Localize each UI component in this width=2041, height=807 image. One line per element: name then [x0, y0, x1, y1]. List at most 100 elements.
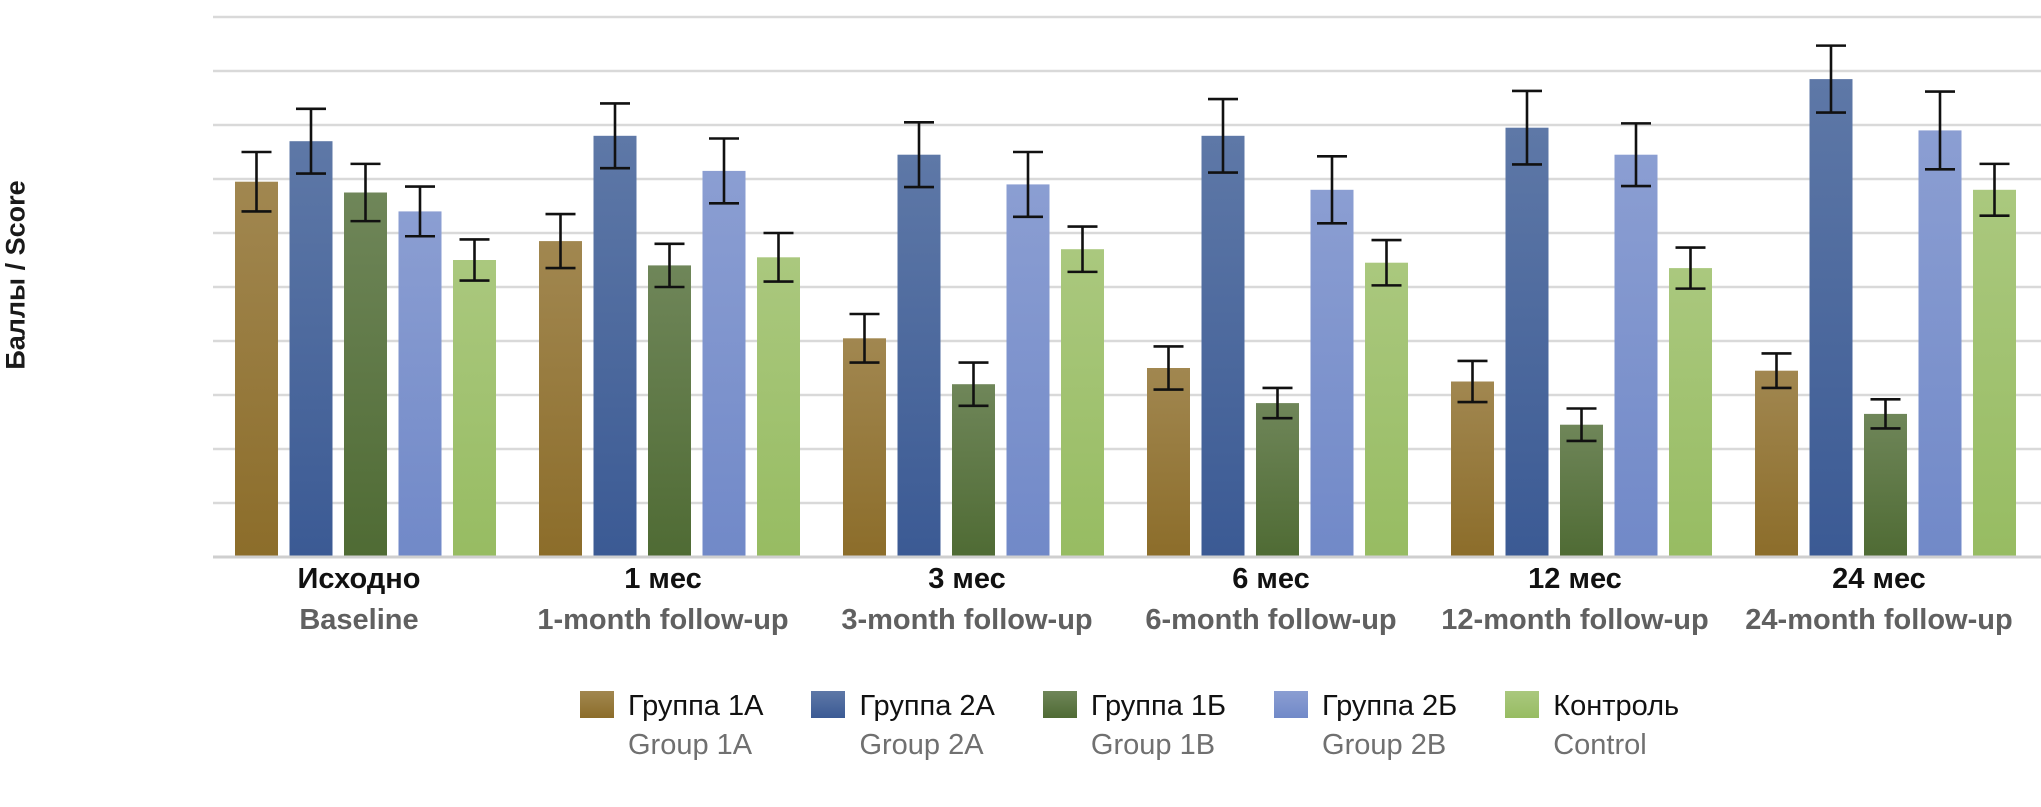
bar — [1809, 79, 1853, 557]
bar — [702, 170, 746, 557]
category-label-en: 12-month follow-up — [1441, 604, 1709, 636]
bar — [1256, 403, 1299, 557]
error-bar — [849, 312, 880, 364]
legend-swatch — [1274, 691, 1309, 718]
error-bar — [1457, 359, 1488, 404]
error-bar — [1816, 44, 1846, 114]
category-label-ru: Исходно — [297, 563, 421, 595]
bars — [235, 79, 2016, 558]
category-label: 3 мес 3-month follow-up — [841, 560, 1092, 642]
error-bar — [600, 102, 630, 170]
error-bar — [1067, 225, 1098, 274]
error-bar — [654, 242, 685, 289]
error-bar — [241, 150, 272, 213]
error-bar — [1566, 407, 1597, 443]
error-bar — [904, 121, 934, 189]
legend-swatch — [1042, 691, 1077, 718]
bar — [952, 384, 995, 557]
bar — [1669, 268, 1712, 557]
error-bar — [1870, 398, 1901, 430]
category-label-en: 24-month follow-up — [1745, 604, 2013, 636]
legend: Группа 1А Group 1A Группа 2А Group 2A Гр… — [580, 688, 1727, 766]
error-bar — [545, 212, 576, 270]
bar — [1006, 184, 1050, 557]
bar — [1505, 127, 1549, 557]
bar — [1614, 154, 1658, 557]
error-bar — [763, 231, 794, 283]
category-label-ru: 3 мес — [928, 563, 1006, 595]
y-axis-label: Баллы / Score — [0, 180, 31, 370]
error-bar — [709, 137, 739, 205]
bar — [1365, 262, 1408, 557]
error-bar — [1675, 246, 1706, 290]
legend-label-ru: Группа 2Б — [1322, 690, 1458, 722]
legend-label-en: Group 1B — [1090, 729, 1216, 761]
bar — [235, 181, 278, 557]
error-bar — [1621, 122, 1651, 188]
bar — [1973, 189, 2016, 558]
category-label-ru: 24 мес — [1832, 563, 1926, 595]
category-label-ru: 12 мес — [1528, 563, 1622, 595]
category-label: 12 мес 12-month follow-up — [1441, 560, 1708, 642]
error-bar — [1262, 386, 1293, 420]
legend-label-en: Group 2B — [1322, 729, 1447, 761]
legend-swatch — [1505, 691, 1540, 718]
error-bar — [1761, 352, 1792, 390]
bar — [1755, 370, 1798, 557]
category-label-en: Baseline — [299, 604, 419, 636]
legend-label-ru: Группа 1А — [628, 690, 764, 722]
bar — [757, 257, 800, 557]
error-bars — [241, 44, 2010, 443]
legend-item-group-1a: Группа 1А Group 1A — [580, 688, 763, 766]
bar — [453, 260, 496, 557]
bar — [897, 154, 941, 557]
legend-item-group-2a: Группа 2А Group 2A — [811, 688, 995, 766]
bar — [1147, 368, 1190, 557]
error-bar — [405, 185, 435, 238]
bar — [1918, 130, 1962, 557]
error-bar — [1512, 89, 1542, 166]
error-bar — [459, 238, 490, 282]
error-bar — [1371, 238, 1402, 287]
category-label-en: 3-month follow-up — [841, 604, 1093, 636]
bar — [593, 135, 637, 558]
legend-label-en: Group 2A — [859, 729, 984, 761]
legend-label-ru: Группа 1Б — [1090, 690, 1227, 722]
error-bar — [350, 162, 381, 223]
bar — [289, 141, 333, 557]
bar — [1061, 249, 1104, 557]
category-label-ru: 6 мес — [1232, 563, 1310, 595]
error-bar — [1979, 162, 2010, 218]
legend-item-group-2b: Группа 2Б Group 2B — [1274, 688, 1457, 766]
error-bar — [958, 361, 989, 408]
error-bar — [1925, 90, 1955, 171]
legend-swatch — [811, 691, 846, 718]
gridlines — [213, 15, 2041, 505]
legend-label-en: Control — [1553, 729, 1647, 761]
error-bar — [1208, 97, 1238, 174]
error-bar — [1317, 155, 1347, 225]
bar — [1864, 413, 1907, 557]
legend-label-ru: Контроль — [1553, 690, 1680, 722]
legend-swatch — [580, 691, 614, 718]
category-label-ru: 1 мес — [624, 563, 702, 595]
category-label: 1 мес 1-month follow-up — [537, 560, 788, 642]
bar — [648, 265, 691, 557]
bar — [344, 192, 387, 557]
error-bar — [1013, 150, 1043, 219]
bar — [539, 241, 582, 557]
category-label-en: 1-month follow-up — [537, 604, 789, 636]
bar — [1451, 381, 1494, 557]
category-label: 24 мес 24-month follow-up — [1745, 560, 2012, 642]
error-bar — [296, 107, 326, 175]
legend-item-control: Контроль Control — [1505, 688, 1679, 766]
bar — [1560, 424, 1603, 557]
category-label: 6 мес 6-month follow-up — [1145, 560, 1396, 642]
legend-label-ru: Группа 2А — [859, 690, 995, 722]
category-label: Исходно Baseline — [298, 560, 421, 642]
error-bar — [1153, 345, 1184, 391]
bar — [398, 211, 442, 557]
bar — [1201, 135, 1245, 558]
legend-item-group-1b: Группа 1Б Group 1B — [1042, 688, 1227, 766]
